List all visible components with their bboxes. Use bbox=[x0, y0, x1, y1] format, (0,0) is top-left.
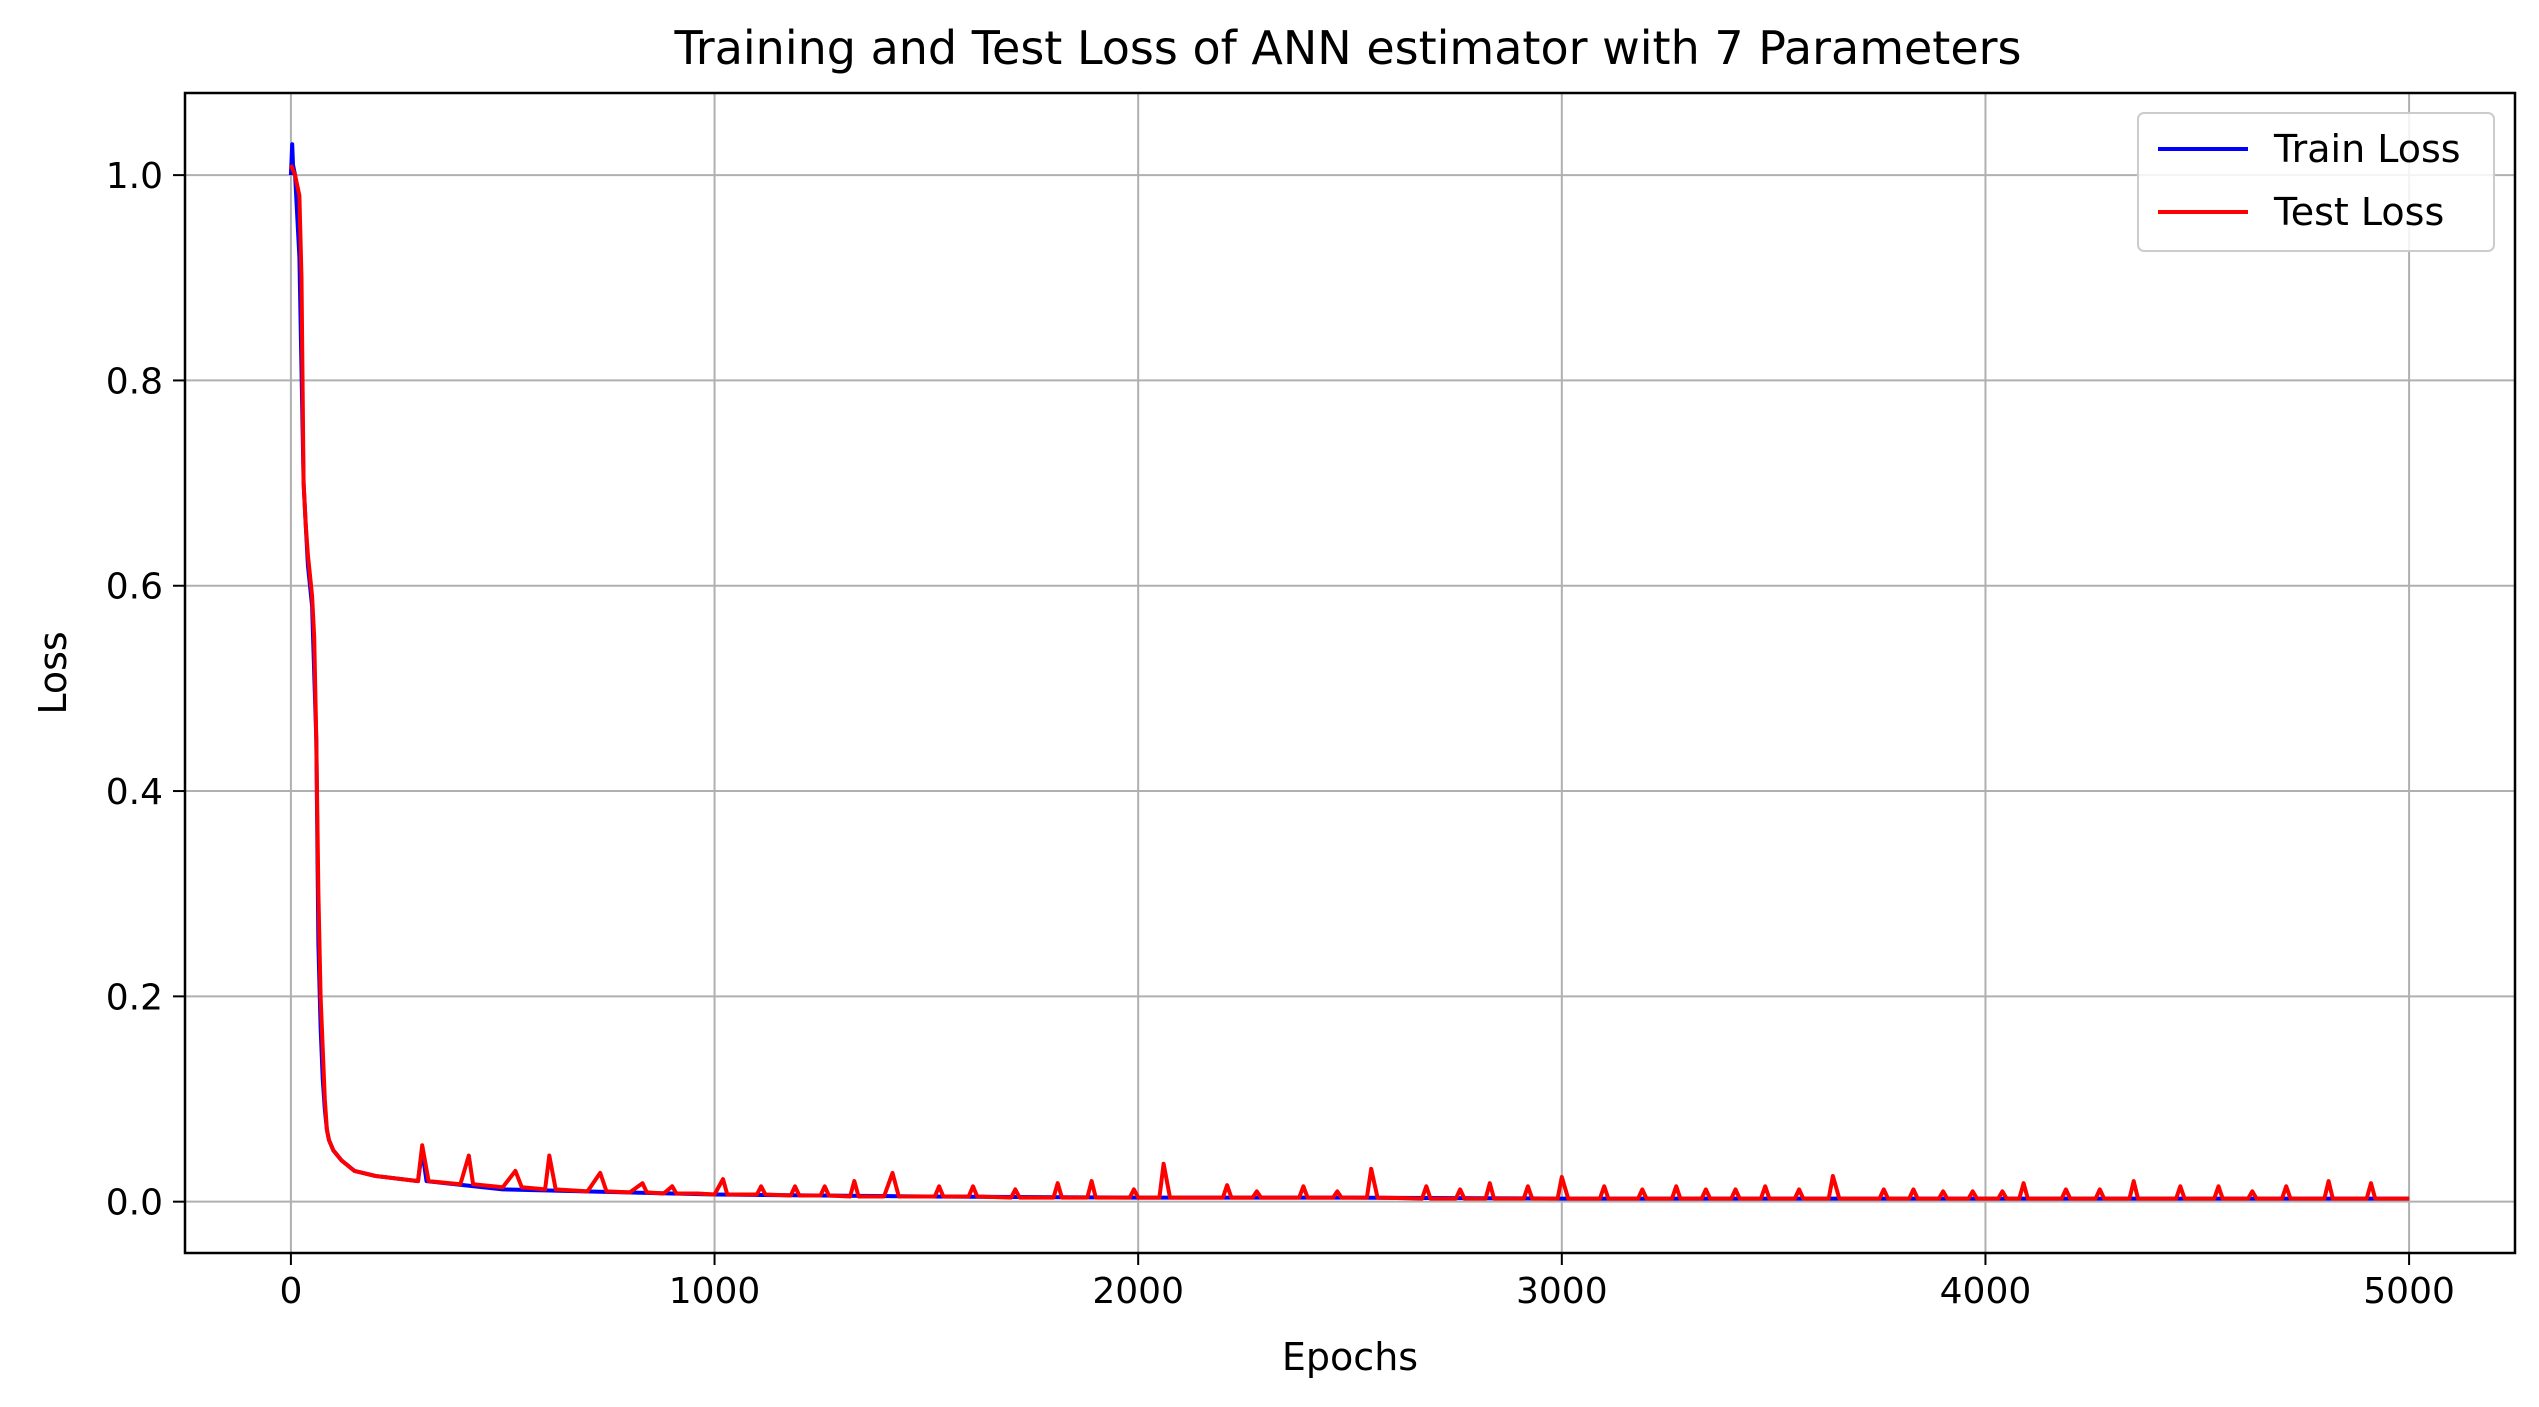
plot-frame bbox=[183, 91, 2517, 1255]
x-tick-label: 5000 bbox=[2363, 1271, 2455, 1312]
grid bbox=[185, 93, 2515, 1253]
x-tick-label: 4000 bbox=[1940, 1271, 2032, 1312]
y-tick-label: 0.8 bbox=[106, 361, 163, 402]
ticks: 0 1000 2000 3000 4000 5000 0.0 0.2 0.4 0.6 0.8 1.0 bbox=[106, 156, 2455, 1312]
legend-label-test-loss: Test Loss bbox=[2273, 190, 2444, 234]
y-tick-label: 0.0 bbox=[106, 1183, 163, 1224]
y-axis-title: Loss bbox=[31, 631, 75, 714]
x-tick-label: 1000 bbox=[669, 1271, 761, 1312]
chart-title: Training and Test Loss of ANN estimator … bbox=[673, 21, 2021, 75]
legend-label-train-loss: Train Loss bbox=[2273, 127, 2461, 171]
x-tick-label: 3000 bbox=[1516, 1271, 1608, 1312]
y-tick-label: 1.0 bbox=[106, 156, 163, 197]
y-tick-label: 0.4 bbox=[106, 772, 163, 813]
y-tick-label: 0.2 bbox=[106, 977, 163, 1018]
x-tick-label: 0 bbox=[279, 1271, 302, 1312]
series-line-test-loss bbox=[289, 164, 2410, 1201]
x-axis-title: Epochs bbox=[1282, 1335, 1418, 1379]
y-tick-label: 0.6 bbox=[106, 567, 163, 608]
series-layer bbox=[288, 142, 2410, 1201]
legend: Train Loss Test Loss bbox=[2137, 112, 2495, 252]
x-tick-label: 2000 bbox=[1092, 1271, 1184, 1312]
